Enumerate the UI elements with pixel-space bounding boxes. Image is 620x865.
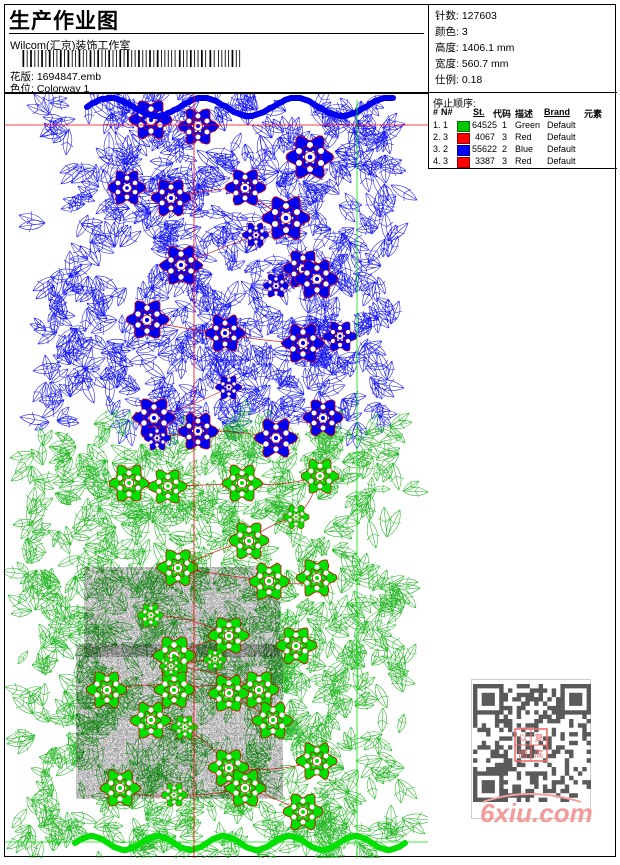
svg-text:图: 图 [518,749,527,759]
svg-text:以: 以 [518,733,527,743]
svg-text:复: 复 [534,732,543,743]
svg-text:底: 底 [534,748,543,759]
